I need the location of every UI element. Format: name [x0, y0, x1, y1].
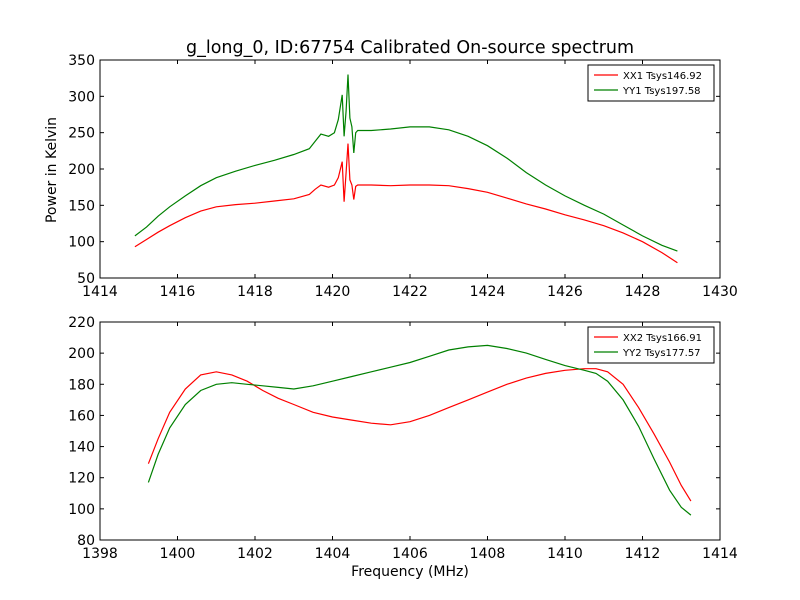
x-tick-label: 1402: [237, 546, 273, 562]
legend-entry: YY2 Tsys177.57: [622, 348, 701, 359]
legend-entry: YY1 Tsys197.58: [622, 86, 701, 97]
x-tick-label: 1414: [702, 546, 738, 562]
x-tick-label: 1404: [315, 546, 351, 562]
x-tick-label: 1428: [625, 284, 661, 300]
y-tick-label: 140: [68, 440, 95, 456]
bottom-spectrum-panel: 1398 1400 1402 1404 1406 1408 1410 1412 1414 80 10…: [68, 315, 738, 562]
legend-entry: XX2 Tsys166.91: [623, 333, 702, 344]
x-tick-label: 1416: [160, 284, 196, 300]
x-tick-label: 1412: [625, 546, 661, 562]
x-tick-label: 1398: [82, 546, 118, 562]
x-tick-label: 1426: [547, 284, 583, 300]
figure-title: g_long_0, ID:67754 Calibrated On-source …: [186, 38, 634, 58]
y-tick-label: 100: [68, 502, 95, 518]
legend-entry: XX1 Tsys146.92: [623, 71, 702, 82]
x-tick-label: 1424: [470, 284, 506, 300]
x-tick-label: 1430: [702, 284, 738, 300]
x-tick-label: 1410: [547, 546, 583, 562]
top-y-axis-label: Power in Kelvin: [44, 117, 60, 223]
x-tick-label: 1422: [392, 284, 428, 300]
y-tick-label: 150: [68, 198, 95, 214]
x-tick-label: 1418: [237, 284, 273, 300]
y-tick-label: 120: [68, 471, 95, 487]
series-line-1: [147, 368, 692, 502]
x-tick-label: 1406: [392, 546, 428, 562]
bottom-x-axis-label: Frequency (MHz): [351, 564, 469, 580]
top-spectrum-panel: 1414 1416 1418 1420 1422 1424 1426 1428 1430 50 10…: [68, 53, 738, 300]
series-line-2: [147, 344, 692, 516]
y-tick-label: 160: [68, 408, 95, 424]
y-tick-label: 350: [68, 53, 95, 69]
legend: XX1 Tsys146.92 YY1 Tsys197.58: [587, 64, 715, 102]
legend: XX2 Tsys166.91 YY2 Tsys177.57: [587, 326, 715, 364]
y-tick-label: 200: [68, 346, 95, 362]
y-tick-label: 250: [68, 126, 95, 142]
y-tick-label: 50: [77, 271, 95, 287]
y-tick-label: 180: [68, 377, 95, 393]
x-tick-label: 1408: [470, 546, 506, 562]
x-tick-label: 1420: [315, 284, 351, 300]
y-tick-label: 100: [68, 235, 95, 251]
legend-box: [587, 326, 715, 364]
y-tick-label: 220: [68, 315, 95, 331]
y-tick-label: 80: [77, 533, 95, 549]
series-line-2: [134, 74, 678, 252]
legend-box: [587, 64, 715, 102]
x-tick-label: 1400: [160, 546, 196, 562]
y-tick-label: 300: [68, 89, 95, 105]
x-tick-label: 1414: [82, 284, 118, 300]
series-line-1: [134, 143, 678, 264]
y-tick-label: 200: [68, 162, 95, 178]
